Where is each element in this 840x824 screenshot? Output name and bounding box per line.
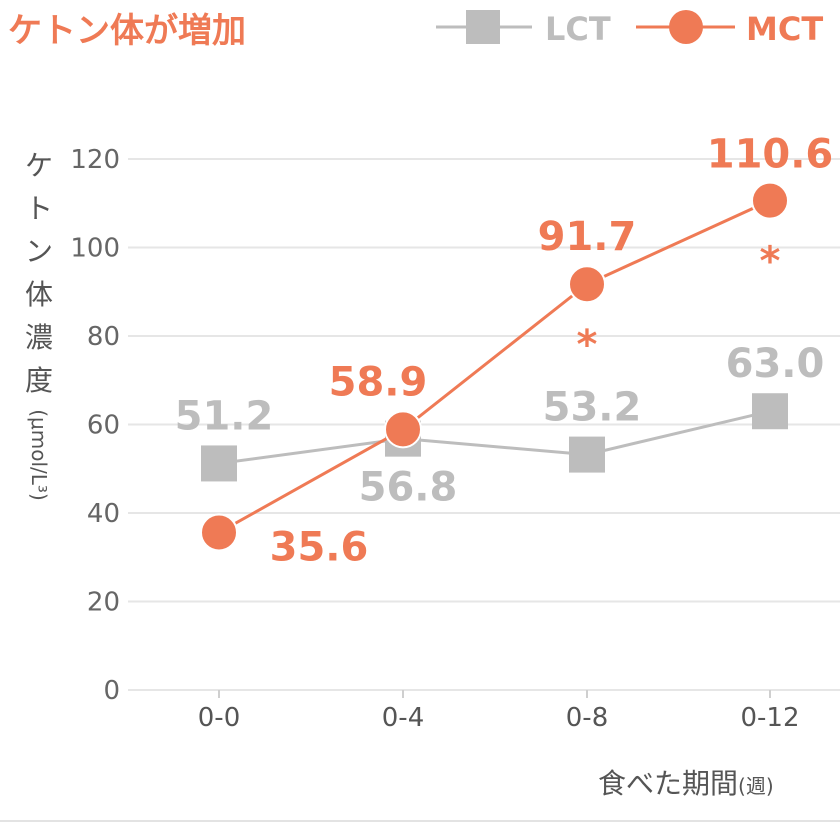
legend-mct-marker — [669, 10, 703, 44]
data-label-mct: 110.6 — [707, 132, 834, 178]
series: 51.2 56.8 53.2 63.0 35.6 58.9 91.7 110.6 * * — [175, 132, 834, 571]
y-tick-label: 40 — [87, 499, 120, 529]
data-label-lct: 53.2 — [543, 385, 642, 431]
series-mct-line — [218, 199, 771, 534]
x-tick-label: 0-8 — [566, 703, 608, 733]
chart-title: ケトン体が増加 — [8, 11, 246, 51]
series-lct-point — [201, 445, 237, 482]
y-tick-label: 0 — [103, 676, 120, 706]
y-axis-title-char: ン — [25, 235, 53, 268]
legend-lct-marker — [466, 10, 500, 44]
data-label-mct: 35.6 — [270, 524, 369, 570]
data-label-mct: 58.9 — [329, 359, 428, 405]
y-axis-title-char: 度 — [25, 364, 53, 397]
y-axis-title-unit: (μmol/L³) — [27, 409, 51, 501]
y-axis-title-char: ケ — [25, 149, 53, 182]
y-ticks: 0 20 40 60 80 100 120 — [70, 145, 120, 706]
data-label-lct: 51.2 — [175, 393, 274, 439]
y-tick-label: 20 — [87, 588, 120, 618]
x-ticks: 0-0 0-4 0-8 0-12 — [198, 690, 800, 733]
series-lct-point — [569, 436, 605, 473]
significance-star: * — [577, 322, 598, 368]
x-tick-label: 0-12 — [740, 703, 799, 733]
y-tick-label: 80 — [87, 322, 120, 352]
x-axis-label-text: 食べた期間 — [598, 767, 738, 800]
grid — [128, 158, 840, 691]
y-axis-title-char: ト — [25, 192, 53, 225]
significance-star: * — [760, 239, 781, 285]
series-mct-point — [568, 265, 606, 304]
data-label-lct: 63.0 — [726, 341, 825, 387]
series-mct-point — [384, 410, 422, 449]
series-lct-point — [752, 393, 788, 430]
x-axis-label-unit: (週) — [738, 774, 774, 798]
data-label-lct: 56.8 — [359, 465, 458, 511]
x-axis-label: 食べた期間(週) — [598, 767, 774, 800]
y-tick-label: 100 — [70, 234, 120, 264]
y-axis-title-char: 体 — [25, 278, 53, 311]
x-tick-label: 0-0 — [198, 703, 240, 733]
y-tick-label: 120 — [70, 145, 120, 175]
y-axis-title-char: 濃 — [25, 321, 53, 354]
series-mct-point — [200, 513, 238, 552]
y-tick-label: 60 — [87, 411, 120, 441]
legend-lct-label: LCT — [545, 10, 611, 48]
legend-mct-label: MCT — [746, 10, 823, 48]
legend: LCT MCT — [436, 10, 823, 48]
data-label-mct: 91.7 — [538, 214, 637, 260]
series-lct-line — [218, 409, 771, 465]
series-mct-point — [751, 181, 789, 220]
x-tick-label: 0-4 — [382, 703, 424, 733]
